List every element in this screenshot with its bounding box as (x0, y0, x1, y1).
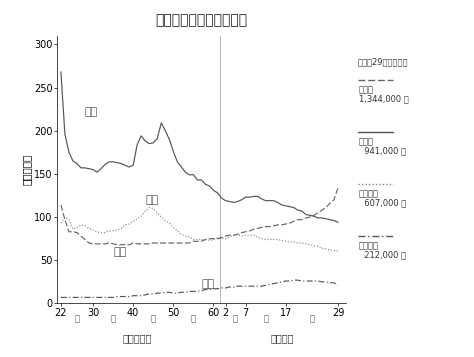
Title: 人口動態総覧の年次推移: 人口動態総覧の年次推移 (155, 14, 247, 27)
Text: ・: ・ (151, 314, 156, 323)
Text: 婚姻件数: 婚姻件数 (359, 189, 379, 198)
Text: 死亡: 死亡 (113, 247, 127, 257)
Text: 昭和・・年: 昭和・・年 (122, 333, 152, 343)
Text: 婚姻: 婚姻 (145, 195, 158, 205)
Text: 212,000 組: 212,000 組 (359, 250, 406, 259)
Text: ・: ・ (310, 314, 314, 323)
Text: 離婚: 離婚 (201, 278, 215, 288)
Text: 離婚件数: 離婚件数 (359, 241, 379, 250)
Text: ・: ・ (74, 314, 80, 323)
Text: ・: ・ (263, 314, 268, 323)
Text: 【平成29年推計数】: 【平成29年推計数】 (358, 57, 409, 66)
Text: 出生数: 出生数 (359, 137, 374, 146)
Text: 出生: 出生 (85, 107, 98, 117)
Text: 1,344,000 人: 1,344,000 人 (359, 95, 409, 104)
Text: 死亡数: 死亡数 (359, 86, 374, 95)
Text: 941,000 人: 941,000 人 (359, 146, 406, 155)
Text: 607,000 組: 607,000 組 (359, 198, 406, 207)
Text: ・: ・ (110, 314, 116, 323)
Text: 平成・年: 平成・年 (270, 333, 293, 343)
Y-axis label: 万人（組）: 万人（組） (21, 154, 31, 185)
Text: ・: ・ (191, 314, 196, 323)
Text: ・: ・ (233, 314, 238, 323)
